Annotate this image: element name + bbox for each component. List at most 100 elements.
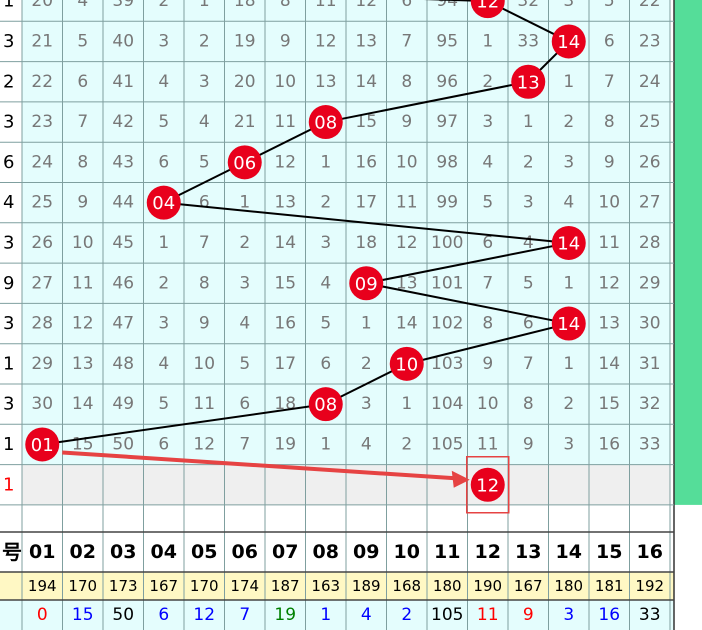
row-label: 3 (3, 31, 14, 52)
table-cell: 96 (436, 72, 458, 92)
table-cell: 26 (31, 233, 53, 253)
total-cell: 174 (230, 577, 259, 595)
table-cell: 103 (431, 354, 463, 374)
table-cell: 2 (563, 394, 574, 414)
table-cell: 21 (31, 31, 53, 51)
table-cell: 7 (401, 31, 412, 51)
table-cell: 16 (274, 314, 296, 334)
table-cell: 19 (234, 31, 256, 51)
table-cell: 6 (158, 152, 169, 172)
table-cell: 28 (639, 233, 661, 253)
omission-cell: 0 (37, 605, 48, 625)
omission-cell: 7 (239, 605, 250, 625)
table-cell: 6 (482, 233, 493, 253)
table-cell: 17 (274, 354, 296, 374)
row-label: 3 (3, 313, 14, 334)
omission-cell: 11 (477, 605, 499, 625)
column-header: 02 (70, 541, 96, 563)
row-label: 1 (3, 0, 14, 12)
total-cell: 173 (109, 577, 138, 595)
table-cell: 9 (401, 112, 412, 132)
table-cell: 27 (31, 273, 53, 293)
table-cell: 30 (31, 394, 53, 414)
table-cell: 5 (320, 314, 331, 334)
column-header: 14 (556, 541, 582, 563)
table-cell: 48 (112, 354, 134, 374)
table-cell: 40 (112, 31, 134, 51)
row-label: 3 (3, 112, 14, 133)
table-cell: 14 (72, 394, 94, 414)
hit-ball (551, 306, 586, 341)
hit-ball-label: 10 (395, 354, 418, 375)
prediction-arrowhead (451, 470, 470, 488)
omission-cell: 50 (112, 605, 134, 625)
table-cell: 6 (604, 31, 615, 51)
total-cell: 181 (595, 577, 624, 595)
total-cell: 180 (554, 577, 583, 595)
table-cell: 3 (563, 0, 574, 11)
total-cell: 167 (149, 577, 178, 595)
table-cell: 3 (361, 394, 372, 414)
total-cell: 192 (635, 577, 664, 595)
table-cell: 2 (239, 233, 250, 253)
row-label: 3 (3, 394, 14, 415)
table-cell: 11 (193, 394, 215, 414)
table-cell: 26 (639, 152, 661, 172)
table-cell: 3 (158, 314, 169, 334)
table-cell: 4 (158, 354, 169, 374)
table-cell: 6 (239, 394, 250, 414)
row-label: 1 (3, 434, 14, 455)
row-label: 2 (3, 71, 14, 92)
hit-ball-label: 09 (355, 274, 378, 295)
table-cell: 1 (239, 193, 250, 213)
table-cell: 7 (199, 233, 210, 253)
table-cell: 100 (431, 233, 463, 253)
table-cell: 4 (482, 152, 493, 172)
table-cell: 4 (523, 233, 534, 253)
prediction-arrow (62, 450, 463, 481)
total-cell: 187 (271, 577, 300, 595)
table-cell: 2 (158, 0, 169, 11)
omission-cell: 9 (523, 605, 534, 625)
table-cell: 30 (639, 314, 661, 334)
hit-ball-label: 14 (557, 32, 580, 53)
table-cell: 5 (482, 193, 493, 213)
table-cell: 4 (199, 112, 210, 132)
table-cell: 8 (604, 112, 615, 132)
table-cell: 10 (193, 354, 215, 374)
row-label: 9 (3, 273, 14, 294)
omission-cell: 12 (193, 605, 215, 625)
table-cell: 6 (523, 314, 534, 334)
table-cell: 11 (274, 112, 296, 132)
table-cell: 24 (31, 152, 53, 172)
table-cell: 6 (401, 0, 412, 11)
table-cell: 1 (158, 233, 169, 253)
table-cell: 6 (158, 434, 169, 454)
grid-lines (0, 0, 675, 630)
row-label: 1 (3, 353, 14, 374)
total-cell: 180 (433, 577, 462, 595)
column-header: 16 (637, 541, 663, 563)
table-cell: 3 (523, 193, 534, 213)
table-cell: 11 (477, 434, 499, 454)
omission-cell: 16 (598, 605, 620, 625)
column-header: 09 (353, 541, 379, 563)
table-cell: 16 (598, 434, 620, 454)
omission-cell: 3 (563, 605, 574, 625)
table-cell: 19 (274, 434, 296, 454)
table-cell: 11 (315, 0, 337, 11)
trend-segment (163, 201, 569, 244)
table-cell: 2 (199, 31, 210, 51)
table-cell: 7 (77, 112, 88, 132)
table-cell: 2 (361, 354, 372, 374)
table-cell: 8 (199, 273, 210, 293)
table-cell: 25 (639, 112, 661, 132)
table-cell: 17 (355, 193, 377, 213)
table-cell: 15 (355, 112, 377, 132)
table-cell: 25 (31, 193, 53, 213)
table-cell: 1 (320, 152, 331, 172)
table-cell: 1 (199, 0, 210, 11)
hit-ball-label: 08 (314, 395, 337, 416)
prediction-box (466, 456, 510, 514)
